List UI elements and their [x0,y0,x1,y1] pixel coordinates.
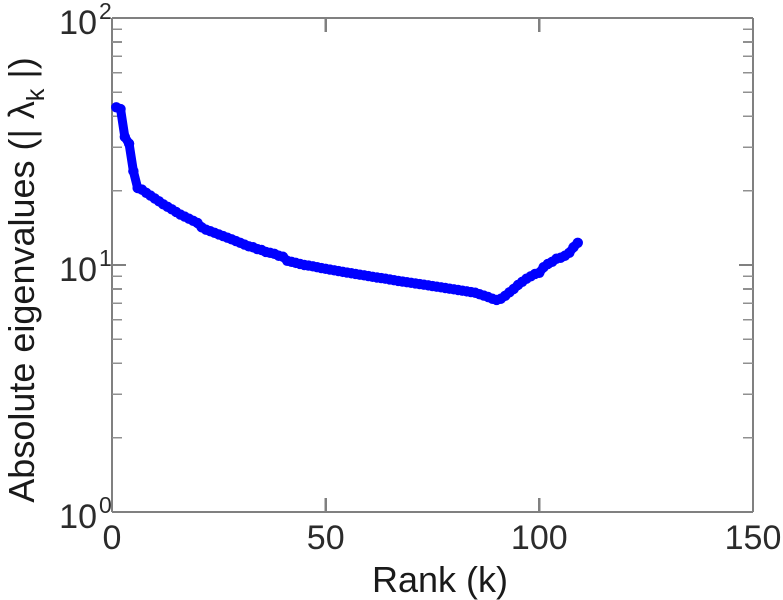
y-tick-label-1-exponent: 1 [99,245,112,271]
x-axis-title: Rank (k) [372,559,508,600]
x-tick-labels: 0 50 100 150 [103,519,782,557]
y-tick-label-0-exponent: 0 [99,492,112,518]
x-tick-label-50: 50 [307,519,345,557]
y-axis-title-main: Absolute eigenvalues (| λ [1,101,42,503]
data-point [115,103,126,115]
y-tick-label-2-exponent: 2 [99,0,112,24]
data-point [572,237,583,248]
y-axis-title-subscript: k [22,88,50,101]
y-axis-major-ticks [112,16,753,514]
x-axis-major-ticks [110,18,755,512]
x-tick-label-100: 100 [511,519,568,557]
y-tick-label-0-mantissa: 10 [59,498,97,536]
y-axis-minor-ticks [112,28,753,439]
svg-text:Absolute eigenvalues (| λk |): Absolute eigenvalues (| λk |) [1,57,50,502]
x-tick-label-150: 150 [725,519,782,557]
data-point [128,165,139,177]
data-markers [111,102,583,306]
data-series-absolute-eigenvalues [111,102,583,306]
x-tick-label-0: 0 [103,519,122,557]
y-tick-labels: 10 0 10 1 10 2 [59,0,112,536]
y-axis-title-tail: |) [1,57,42,88]
y-tick-label-2-mantissa: 10 [59,4,97,42]
axes-frame [110,16,755,514]
data-point [123,138,135,149]
y-tick-label-1-mantissa: 10 [59,251,97,289]
y-axis-title: Absolute eigenvalues (| λk |) [1,57,50,502]
